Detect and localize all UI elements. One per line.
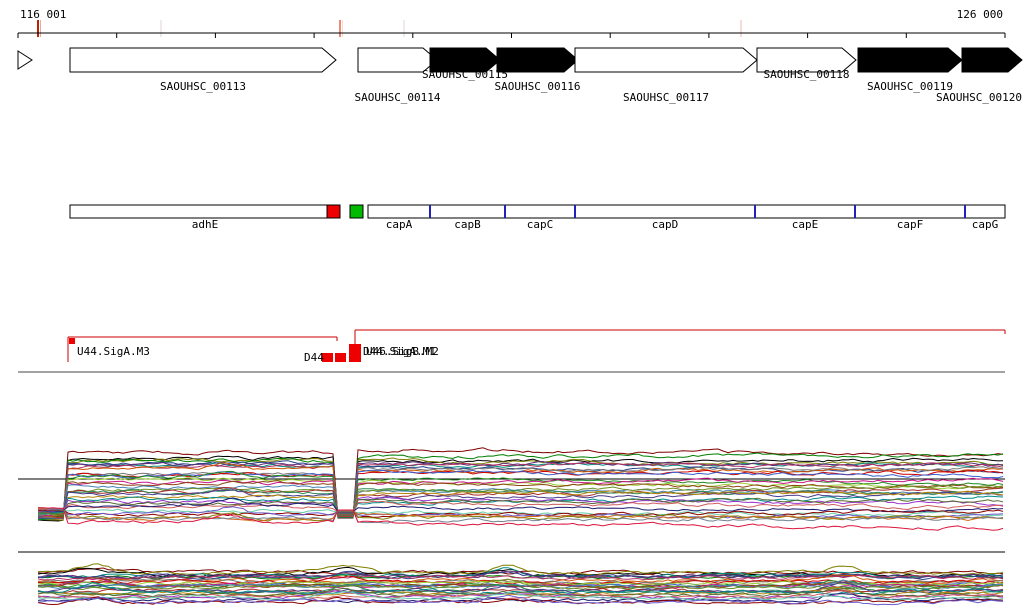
operon-label: capG [972,218,999,231]
ruler-mark [160,20,162,37]
ruler-end-label: 126 000 [956,8,1003,21]
expression-trace [37,455,1004,522]
gene-label: SAOUHSC_00115 [422,68,508,81]
operon-segment-capB[interactable] [429,204,506,219]
tss-flag[interactable] [335,353,346,362]
partial-gene-arrowhead[interactable] [17,50,33,70]
expression-trace [37,581,1004,594]
red-cap-marker [326,204,341,219]
gene-arrow-SAOUHSC_00119[interactable] [857,47,963,73]
operon-label: capC [527,218,554,231]
tss-label: D44 [304,351,324,364]
gene-arrow-SAOUHSC_00120[interactable] [961,47,1023,73]
expression-trace [37,509,1004,518]
operon-label: capF [897,218,924,231]
expression-trace [37,506,1004,519]
expression-trace [37,452,1004,521]
expression-trace [38,497,1004,513]
expression-trace [37,590,1004,600]
tss-label: D44.SigA.M1 [363,345,436,358]
gene-arrow-SAOUHSC_00118[interactable] [756,47,857,73]
gene-label: SAOUHSC_00120 [936,91,1022,104]
operon-segment-capC[interactable] [504,204,576,219]
expression-trace [37,570,1004,581]
operon-segment-capD[interactable] [574,204,756,219]
expression-trace [37,480,1004,516]
expression-trace [37,497,1004,513]
expression-trace [37,590,1004,601]
gene-label: SAOUHSC_00116 [494,80,580,93]
operon-segment-adhE[interactable] [69,204,341,219]
expression-trace [37,507,1004,524]
operon-marker[interactable] [349,204,364,219]
ruler-mark [740,20,742,37]
operon-label: capE [792,218,819,231]
expression-trace [37,574,1004,581]
expression-trace [37,462,1004,519]
gene-arrow-SAOUHSC_00115[interactable] [429,47,501,73]
expression-trace [37,488,1004,514]
expression-trace [37,490,1004,514]
gene-label: SAOUHSC_00113 [160,80,246,93]
ruler-start-label: 116 001 [20,8,67,21]
tss-flag[interactable] [322,353,333,362]
operon-segment-capA[interactable] [367,204,431,219]
operon-segment-capE[interactable] [754,204,856,219]
gene-label: SAOUHSC_00119 [867,80,953,93]
expression-trace [37,484,1004,516]
operon-label: capA [386,218,413,231]
expression-trace [37,460,1004,519]
operon-label: capB [454,218,481,231]
tss-flag[interactable] [349,344,361,362]
gene-label: SAOUHSC_00117 [623,91,709,104]
expression-trace [37,469,1004,517]
tss-label: U46.SigB.M2 [366,345,439,358]
expression-trace [37,500,1004,513]
expression-trace [37,466,1004,519]
expression-trace [37,457,1004,521]
ruler-mark [339,20,341,37]
gene-arrow-SAOUHSC_00113[interactable] [69,47,337,73]
gene-label: SAOUHSC_00118 [763,68,849,81]
gene-label: SAOUHSC_00114 [354,91,440,104]
expression-trace [37,563,1004,576]
ruler-mark [342,20,343,37]
expression-trace [38,507,1004,531]
expression-trace [37,447,1004,521]
tss-label: U44.SigA.M3 [77,345,150,358]
expression-trace [37,470,1004,517]
tss-flag[interactable] [69,338,75,344]
operon-segment-capF[interactable] [854,204,966,219]
ruler-mark [37,20,39,37]
expression-trace [37,594,1004,606]
expression-trace [37,579,1004,590]
operon-label: capD [652,218,679,231]
ruler-mark [403,20,405,37]
operon-label: adhE [192,218,219,231]
operon-segment-capG[interactable] [964,204,1006,219]
gene-arrow-SAOUHSC_00117[interactable] [574,47,758,73]
expression-trace [37,477,1004,517]
gene-arrow-SAOUHSC_00116[interactable] [496,47,579,73]
ruler-mark [40,20,41,37]
expression-trace [37,496,1004,513]
